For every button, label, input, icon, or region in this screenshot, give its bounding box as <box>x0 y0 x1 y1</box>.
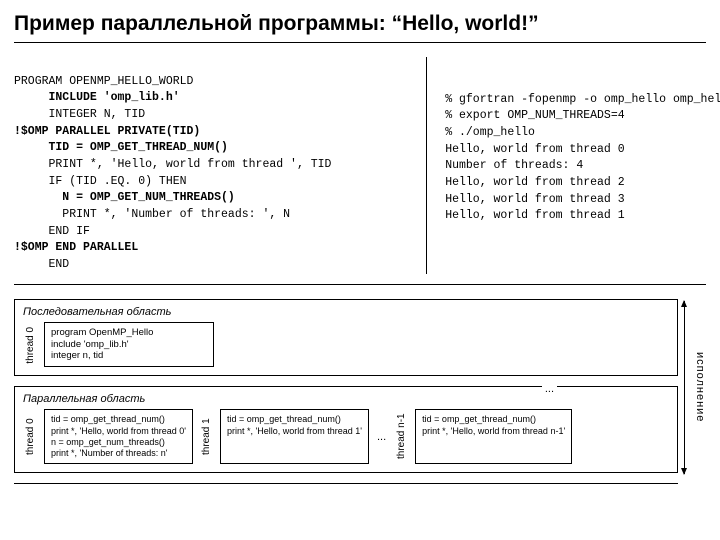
box-line: tid = omp_get_thread_num() <box>51 414 186 425</box>
execution-axis: исполнение <box>694 301 706 475</box>
parallel-title: Параллельная область <box>23 393 669 405</box>
term-line: Hello, world from thread 0 <box>445 143 624 156</box>
code-line: INTEGER N, TID <box>14 108 145 121</box>
source-code: PROGRAM OPENMP_HELLO_WORLD INCLUDE 'omp_… <box>14 57 424 274</box>
code-line: IF (TID .EQ. 0) THEN <box>14 175 187 188</box>
thread-box: tid = omp_get_thread_num() print *, 'Hel… <box>44 409 193 464</box>
sequential-region: Последовательная область thread 0 progra… <box>14 299 678 377</box>
vertical-divider <box>426 57 427 274</box>
box-line: integer n, tid <box>51 350 207 362</box>
box-line: program OpenMP_Hello <box>51 327 207 339</box>
box-line: print *, 'Number of threads: n' <box>51 448 186 459</box>
term-line: Hello, world from thread 1 <box>445 209 624 222</box>
term-line: % export OMP_NUM_THREADS=4 <box>445 109 624 122</box>
thread-label: thread 0 <box>23 409 38 464</box>
thread-box: tid = omp_get_thread_num() print *, 'Hel… <box>415 409 572 464</box>
code-line: END <box>14 258 69 271</box>
code-line: INCLUDE 'omp_lib.h' <box>14 91 180 104</box>
term-line: Hello, world from thread 3 <box>445 193 624 206</box>
term-line: Hello, world from thread 2 <box>445 176 624 189</box>
code-line: N = OMP_GET_NUM_THREADS() <box>14 191 235 204</box>
box-line: n = omp_get_num_threads() <box>51 437 186 448</box>
term-line: % ./omp_hello <box>445 126 535 139</box>
term-line: % gfortran -fopenmp -o omp_hello omp_hel… <box>445 93 720 106</box>
code-line: !$OMP END PARALLEL <box>14 241 138 254</box>
box-line: print *, 'Hello, world from thread 1' <box>227 426 362 437</box>
execution-label: исполнение <box>694 352 706 422</box>
box-line: tid = omp_get_thread_num() <box>227 414 362 425</box>
code-line: PRINT *, 'Number of threads: ', N <box>14 208 290 221</box>
code-line: PRINT *, 'Hello, world from thread ', TI… <box>14 158 331 171</box>
box-line: tid = omp_get_thread_num() <box>422 414 565 425</box>
code-line: END IF <box>14 225 90 238</box>
code-terminal-row: PROGRAM OPENMP_HELLO_WORLD INCLUDE 'omp_… <box>14 57 706 285</box>
ellipsis: ... <box>542 383 557 395</box>
thread-label: thread 1 <box>199 409 214 464</box>
thread-label: thread n-1 <box>394 409 409 464</box>
box-line: print *, 'Hello, world from thread n-1' <box>422 426 565 437</box>
execution-diagram: исполнение Последовательная область thre… <box>14 299 706 485</box>
code-line: TID = OMP_GET_THREAD_NUM() <box>14 141 228 154</box>
thread-box: tid = omp_get_thread_num() print *, 'Hel… <box>220 409 369 464</box>
box-line: print *, 'Hello, world from thread 0' <box>51 426 186 437</box>
term-line: Number of threads: 4 <box>445 159 583 172</box>
terminal-output: % gfortran -fopenmp -o omp_hello omp_hel… <box>429 57 706 274</box>
ellipsis: ... <box>375 431 388 443</box>
thread-box: program OpenMP_Hello include 'omp_lib.h'… <box>44 322 214 368</box>
page-title: Пример параллельной программы: “Hello, w… <box>14 12 706 43</box>
sequential-title: Последовательная область <box>23 306 669 318</box>
code-line: !$OMP PARALLEL PRIVATE(TID) <box>14 125 200 138</box>
double-arrow-icon <box>684 301 685 475</box>
code-line: PROGRAM OPENMP_HELLO_WORLD <box>14 75 193 88</box>
bottom-rule <box>14 483 678 484</box>
parallel-region: ... Параллельная область thread 0 tid = … <box>14 386 678 473</box>
thread-label: thread 0 <box>23 322 38 368</box>
box-line: include 'omp_lib.h' <box>51 339 207 351</box>
